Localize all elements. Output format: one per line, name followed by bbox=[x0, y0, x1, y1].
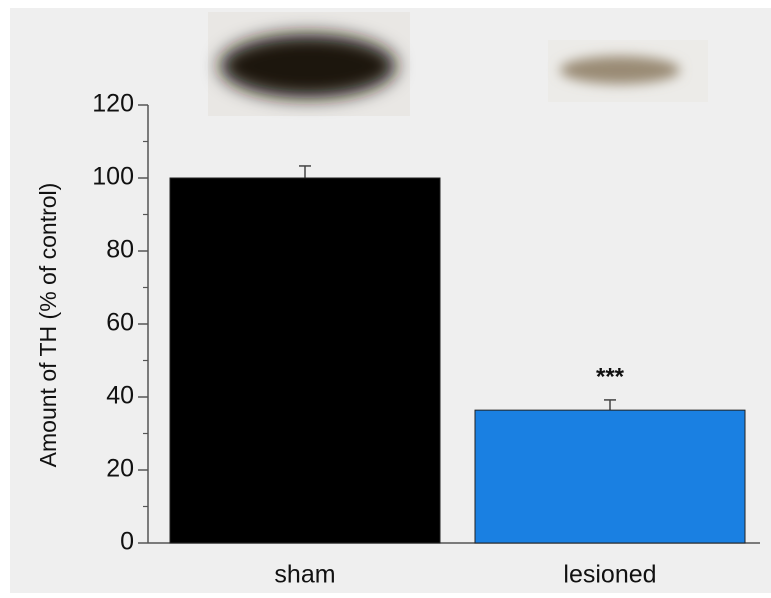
y-tick-label: 60 bbox=[106, 309, 134, 337]
blot-band bbox=[560, 56, 680, 84]
y-tick-label: 0 bbox=[120, 528, 134, 556]
y-tick-label: 40 bbox=[106, 382, 134, 410]
bar bbox=[169, 177, 441, 544]
x-tick-label: lesioned bbox=[563, 561, 656, 589]
blot-band bbox=[220, 34, 396, 98]
bar bbox=[474, 409, 746, 544]
x-tick-label: sham bbox=[274, 561, 335, 589]
plot-area: 0 20 40 60 80 100 120 sham lesioned *** bbox=[92, 90, 760, 589]
y-tick-label: 20 bbox=[106, 455, 134, 483]
significance-label: *** bbox=[596, 363, 625, 390]
y-tick-label: 100 bbox=[92, 163, 134, 191]
y-tick-label: 120 bbox=[92, 90, 134, 118]
y-tick-label: 80 bbox=[106, 236, 134, 264]
y-axis-label: Amount of TH (% of control) bbox=[35, 183, 61, 468]
